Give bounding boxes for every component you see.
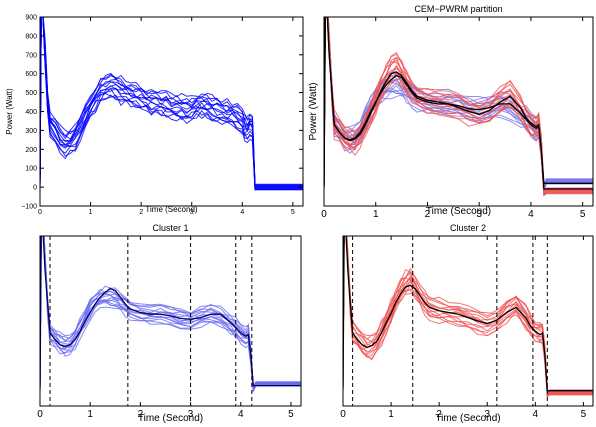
y-tick-label: 400 <box>25 109 37 116</box>
series-1-curve <box>40 17 303 191</box>
x-tick-label: 4 <box>240 209 244 216</box>
plot-frame <box>342 235 594 407</box>
x-tick-label: 4 <box>533 409 539 420</box>
x-tick-label: 4 <box>238 409 244 420</box>
x-tick-label: 0 <box>340 409 346 420</box>
series-2 <box>324 17 593 197</box>
series-2-curve <box>324 17 593 193</box>
series-1-curve <box>343 236 593 395</box>
x-tick-label: 4 <box>528 209 534 220</box>
series-1-curve <box>40 236 301 393</box>
plot-area <box>324 17 593 197</box>
x-tick-label: 2 <box>425 209 431 220</box>
fit-curve-1 <box>324 17 593 188</box>
plot-frame <box>39 235 302 407</box>
series-1-curve <box>40 17 303 185</box>
y-tick-label: 700 <box>25 52 37 59</box>
plot-all-curves: 0 1 2 3 4 5−1000100200300400500600700800900Ti… <box>5 15 304 216</box>
x-tick-label: 3 <box>190 209 194 216</box>
series-1-curve <box>40 17 303 190</box>
plot-frame <box>323 16 594 207</box>
x-axis-label: Time (Second) <box>138 413 203 424</box>
series-1 <box>40 17 303 191</box>
x-tick-label: 5 <box>581 409 587 420</box>
x-tick-label: 2 <box>138 409 144 420</box>
x-axis-label: Time (Second) <box>426 206 491 217</box>
series-1-curve <box>40 236 301 391</box>
chart-title: Cluster 2 <box>450 223 486 233</box>
chart-title: Cluster 1 <box>152 223 188 233</box>
x-tick-label: 2 <box>139 209 143 216</box>
x-tick-label: 1 <box>388 409 394 420</box>
x-tick-label: 1 <box>87 409 93 420</box>
series-2-curve <box>324 17 593 196</box>
series-1-curve <box>40 17 303 190</box>
series-1-curve <box>40 236 301 392</box>
x-axis-label: Time (Second) <box>435 413 500 424</box>
x-tick-label: 1 <box>89 209 93 216</box>
series-1-curve <box>40 17 303 190</box>
chart-title: CEM−PWRM partition <box>414 4 502 14</box>
plot-area <box>343 236 593 406</box>
y-tick-label: 200 <box>25 147 37 154</box>
series-2-curve <box>324 17 593 197</box>
x-tick-label: 2 <box>436 409 442 420</box>
x-tick-label: 0 <box>38 209 42 216</box>
series-1-curve <box>343 236 593 396</box>
series-1-curve <box>343 236 593 393</box>
series-1-curve <box>40 236 301 390</box>
y-tick-label: 500 <box>25 90 37 97</box>
series-1-curve <box>343 236 593 398</box>
y-tick-label: 600 <box>25 71 37 78</box>
series-1-curve <box>40 17 303 189</box>
fit-curve-2 <box>324 17 593 190</box>
series-1-curve <box>40 17 303 186</box>
series-1-curve <box>40 236 301 391</box>
plot-cem-pwrm-partition: 0 1 2 3 4 5 CEM−PWRM partition Time (Second) Pow… <box>308 4 594 220</box>
x-tick-label: 5 <box>580 209 586 220</box>
plot-cluster-1: 0 1 2 3 4 5 Cluster 1 Time (Second) <box>37 223 302 424</box>
x-tick-label: 3 <box>484 409 490 420</box>
series-1-curve <box>40 17 303 189</box>
y-tick-label: 800 <box>25 33 37 40</box>
plot-background <box>343 236 593 406</box>
x-tick-label: 0 <box>37 409 43 420</box>
series-2-curve <box>324 17 593 191</box>
plot-area <box>40 17 303 191</box>
series-1-curve <box>40 236 301 389</box>
y-axis-label: Power (Watt) <box>5 88 14 135</box>
x-tick-label: 3 <box>476 209 482 220</box>
series-1-curve <box>40 17 303 187</box>
x-axis-label: Time (Second) <box>145 205 198 214</box>
y-tick-label: 100 <box>25 166 37 173</box>
y-tick-label: 900 <box>25 15 37 22</box>
x-tick-label: 3 <box>188 409 194 420</box>
y-tick-label: 300 <box>25 128 37 135</box>
y-tick-label: −100 <box>21 204 37 211</box>
fit-curve-1 <box>343 236 593 392</box>
x-tick-label: 1 <box>373 209 379 220</box>
x-tick-label: 5 <box>291 209 295 216</box>
series-1-curve <box>343 236 593 394</box>
x-tick-label: 0 <box>321 209 327 220</box>
series-1-curve <box>40 236 301 392</box>
plot-cluster-2: 0 1 2 3 4 5 Cluster 2 Time (Second) <box>340 223 594 424</box>
series-1-curve <box>40 236 301 393</box>
y-axis-label: Power (Watt) <box>308 83 319 141</box>
plot-area <box>40 236 301 406</box>
y-tick-label: 0 <box>33 185 37 192</box>
series-1-curve <box>343 236 593 393</box>
series-1-curve <box>40 17 303 188</box>
x-tick-label: 5 <box>288 409 294 420</box>
